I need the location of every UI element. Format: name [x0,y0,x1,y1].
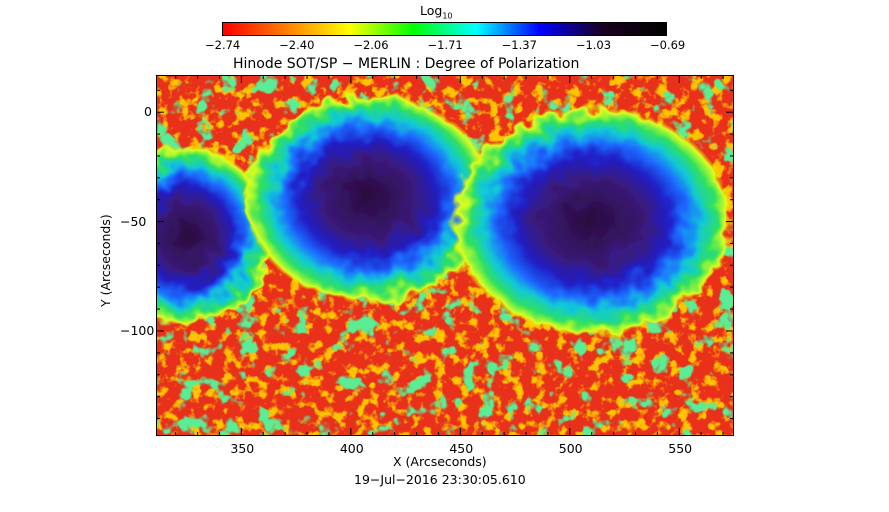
y-tick-label: −50 [120,213,147,229]
y-axis-label: Y (Arcseconds) [98,214,113,307]
x-tick-label: 500 [558,441,583,456]
colorbar [222,22,667,36]
colorbar-tick-label: −1.03 [575,38,612,52]
observation-date: 19−Jul−2016 23:30:05.610 [354,472,526,487]
colorbar-tick-label: −2.74 [205,38,241,52]
x-tick-label: 400 [339,441,364,456]
colorbar-tick-label: −1.37 [501,38,537,52]
polarization-image [157,76,733,435]
sunspot-right [452,106,732,336]
colorbar-tick-label: −2.06 [353,38,389,52]
colorbar-tick-label: −1.71 [427,38,463,52]
sunspot-left-edge [157,146,272,326]
x-axis-label: X (Arcseconds) [393,454,487,469]
x-tick-label: 450 [449,441,474,456]
y-tick-label: 0 [144,104,152,120]
x-tick-label: 550 [668,441,693,456]
polarization-map [156,75,734,436]
x-tick-label: 350 [230,441,255,456]
plot-title: Hinode SOT/SP − MERLIN : Degree of Polar… [233,56,580,72]
colorbar-tick-label: −2.40 [279,38,315,52]
colorbar-title: Log10 [420,3,453,21]
y-tick-label: −100 [120,322,155,338]
sunspot-center [244,93,494,303]
colorbar-tick-label: −0.69 [650,38,686,52]
